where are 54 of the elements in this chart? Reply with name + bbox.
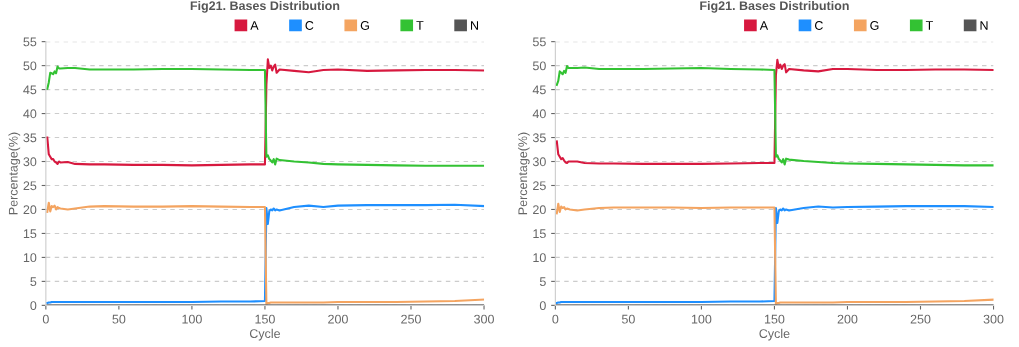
- x-tick-label: 50: [621, 314, 635, 324]
- legend-label: C: [815, 21, 823, 30]
- x-tick-label: 250: [910, 314, 931, 324]
- x-tick-label: 300: [983, 314, 1004, 324]
- x-tick-label: 200: [837, 314, 858, 324]
- x-tick-label: 100: [691, 314, 712, 324]
- x-tick-label: 100: [182, 314, 202, 324]
- x-tick-label: 250: [401, 314, 421, 324]
- y-axis-title: Percentage(%): [8, 132, 21, 215]
- legend-label: G: [360, 21, 369, 30]
- y-tick-label: 5: [539, 277, 546, 287]
- y-tick-label: 55: [23, 37, 37, 47]
- y-tick-label: 15: [533, 229, 546, 239]
- legend-label: G: [870, 21, 879, 30]
- y-tick-label: 40: [532, 109, 546, 119]
- x-tick-label: 0: [42, 314, 49, 324]
- x-tick-label: 0: [552, 314, 559, 324]
- y-tick-label: 5: [30, 277, 37, 287]
- legend-label: A: [759, 21, 769, 30]
- legend-label: C: [305, 21, 314, 30]
- x-axis-title: Cycle: [759, 328, 790, 341]
- y-axis-title: Percentage(%): [517, 132, 530, 215]
- y-tick-label: 0: [30, 301, 37, 311]
- y-tick-label: 20: [23, 205, 37, 215]
- y-tick-label: 10: [533, 253, 546, 263]
- chart-title: Fig21. Bases Distribution: [190, 0, 340, 13]
- y-tick-label: 0: [539, 301, 546, 311]
- y-tick-label: 20: [533, 205, 546, 215]
- x-axis-title: Cycle: [249, 328, 281, 341]
- y-tick-label: 25: [23, 181, 37, 191]
- legend-label: T: [416, 21, 424, 30]
- y-tick-label: 50: [532, 61, 546, 71]
- y-tick-label: 30: [23, 157, 37, 167]
- y-tick-label: 50: [23, 61, 37, 71]
- y-tick-label: 35: [23, 133, 37, 143]
- y-tick-label: 40: [23, 109, 37, 119]
- legend-label: A: [250, 21, 259, 30]
- y-tick-label: 55: [532, 37, 546, 47]
- y-tick-label: 35: [532, 133, 546, 143]
- y-tick-label: 30: [532, 157, 546, 167]
- y-tick-label: 25: [533, 181, 546, 191]
- x-tick-label: 150: [764, 314, 785, 324]
- x-tick-label: 150: [255, 314, 275, 324]
- y-tick-label: 45: [23, 85, 37, 95]
- x-tick-label: 200: [328, 314, 348, 324]
- y-tick-label: 15: [23, 229, 37, 239]
- legend-label: N: [980, 21, 988, 30]
- chart-title: Fig21. Bases Distribution: [700, 0, 849, 13]
- y-tick-label: 45: [532, 85, 546, 95]
- legend-label: N: [471, 21, 479, 30]
- legend-label: T: [925, 21, 933, 30]
- x-tick-label: 300: [474, 314, 494, 324]
- y-tick-label: 10: [23, 253, 37, 263]
- x-tick-label: 50: [112, 314, 126, 324]
